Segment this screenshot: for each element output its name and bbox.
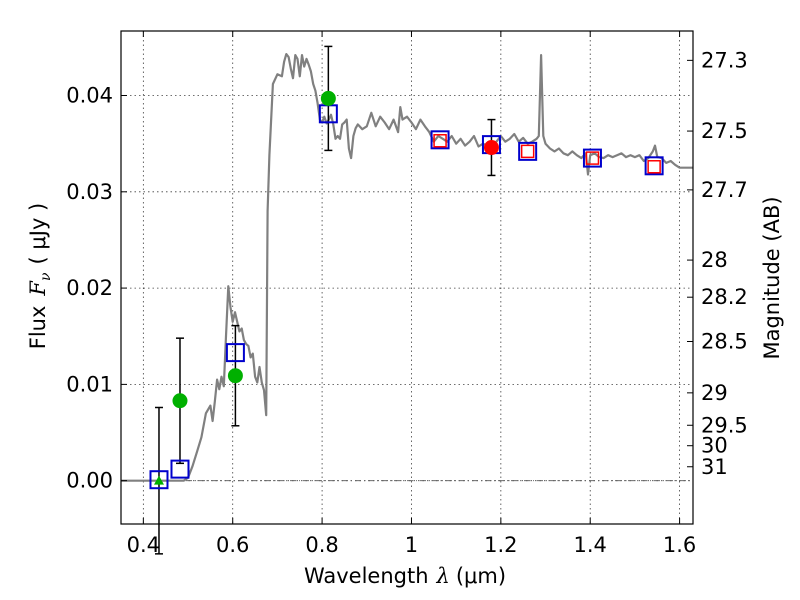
y2-axis-title: Magnitude (AB) xyxy=(760,196,784,359)
x-tick-label: 0.8 xyxy=(305,533,338,557)
y-tick-label: 0.03 xyxy=(66,180,113,204)
y-tick-label: 0.02 xyxy=(66,276,113,300)
sed-model-line xyxy=(121,53,693,482)
observed-ir-square xyxy=(433,134,447,148)
model-flux-square xyxy=(225,343,245,363)
x-axis-label: Wavelength xyxy=(304,564,429,588)
observed-flux-point xyxy=(320,90,336,106)
axis-ticks: 0.4 0.6 0.8 1 1.2 1.4 1.6 0.00 0.01 0.02 0.03 0.04 2… xyxy=(66,31,748,557)
model-flux-square xyxy=(518,141,538,161)
x-axis-symbol: λ xyxy=(436,564,450,588)
model-flux-square xyxy=(149,470,169,490)
y2-tick-label: 29.5 xyxy=(701,413,748,437)
y-axis-unit: ( μJy ) xyxy=(26,203,50,265)
plot-frame xyxy=(120,30,694,525)
x-tick-label: 0.4 xyxy=(127,533,160,557)
x-tick-label: 0.6 xyxy=(216,533,249,557)
model-flux-square xyxy=(644,156,664,176)
y-tick-label: 0.04 xyxy=(66,84,113,108)
y-tick-label: 0.00 xyxy=(66,469,113,493)
y-axis-label: Flux xyxy=(26,306,50,350)
y2-tick-label: 28.5 xyxy=(701,329,748,353)
model-flux-square xyxy=(430,130,450,150)
observed-flux-point xyxy=(227,368,243,384)
observed-flux-point xyxy=(172,393,188,409)
x-tick-label: 1 xyxy=(405,533,418,557)
observed-ir-square xyxy=(520,144,535,159)
y-axis-symbol: F xyxy=(26,280,50,297)
x-axis-title: Wavelength λ (μm) xyxy=(304,564,506,588)
y2-tick-label: 28 xyxy=(701,248,728,272)
x-axis-unit: (μm) xyxy=(456,564,506,588)
observed-ir-square xyxy=(647,160,661,174)
observed-ir-square xyxy=(585,151,600,165)
y2-tick-label: 27.7 xyxy=(701,178,748,202)
y2-tick-label: 31 xyxy=(701,455,728,479)
y2-tick-label: 29 xyxy=(701,381,728,405)
model-flux-square xyxy=(170,459,190,479)
y-axis-title: Flux Fν ( μJy ) xyxy=(26,203,54,349)
y2-tick-label: 28.2 xyxy=(701,285,748,309)
upper-limit-triangle xyxy=(153,475,164,485)
y-tick-label: 0.01 xyxy=(66,372,113,396)
model-sed-layer xyxy=(121,53,693,482)
x-tick-label: 1.4 xyxy=(574,533,607,557)
ir-detection-point xyxy=(483,140,499,156)
y-axis-subscript: ν xyxy=(38,272,54,281)
y2-tick-label: 27.3 xyxy=(701,48,748,72)
x-tick-label: 1.2 xyxy=(484,533,517,557)
y2-tick-label: 27.5 xyxy=(701,119,748,143)
x-tick-label: 1.6 xyxy=(663,533,696,557)
model-flux-square xyxy=(582,148,602,168)
y2-tick-label: 30 xyxy=(701,434,728,458)
photometry-markers xyxy=(149,45,664,555)
